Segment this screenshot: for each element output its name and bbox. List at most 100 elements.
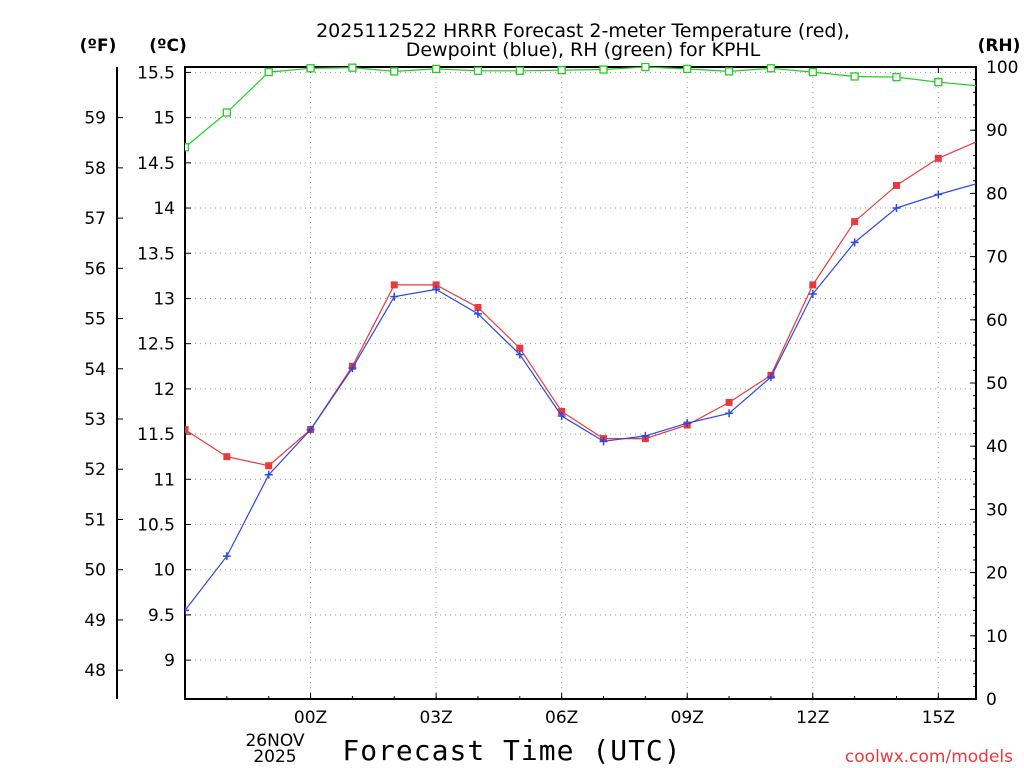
credit-label: coolwx.com/models [845,747,1013,767]
rh-point [724,67,734,76]
fahrenheit-tick-label: 53 [84,410,106,430]
dewpoint-point [976,179,984,187]
dewpoint-point [766,373,775,382]
rh-point [808,67,817,77]
dewpoint-point [725,409,734,418]
temperature-point [892,181,900,189]
dewpoint-line [185,183,976,611]
chart-title-line1: 2025112522 HRRR Forecast 2-meter Tempera… [316,20,850,42]
rh-point [850,72,859,81]
fahrenheit-tick-label: 56 [84,259,106,279]
dewpoint-point [641,431,650,440]
dewpoint-point [808,289,817,298]
rh-tick-label: 90 [986,121,1008,141]
plot-frame [184,66,977,700]
fahrenheit-tick-label: 48 [84,661,106,681]
dewpoint-point [599,437,608,446]
temperature-point [809,281,817,289]
rh-point [766,64,776,73]
temperature-point [265,462,273,470]
celsius-tick-label: 10 [153,561,175,581]
rh-point [431,64,441,74]
celsius-tick-label: 15 [153,109,175,129]
dewpoint-point [683,419,692,428]
dewpoint-point [892,204,901,213]
temperature-point [558,407,566,415]
dewpoint-point [390,292,399,301]
fahrenheit-tick-label: 55 [84,310,106,330]
rh-point [683,64,692,74]
rh-point [641,63,650,72]
rh-tick-label: 50 [986,374,1008,394]
temperature-point [432,281,440,289]
dewpoint-point [850,238,859,247]
temperature-point [934,154,942,162]
temperature-point [851,218,859,226]
rh-tick-label: 10 [986,627,1008,647]
rh-tick-label: 60 [986,311,1008,331]
dewpoint-point [557,412,566,421]
celsius-unit-label: (ºC) [149,36,187,56]
x-tick-label: 00Z [294,708,327,728]
dewpoint-point [432,285,441,294]
celsius-tick-label: 11 [153,470,175,490]
temperature-point [390,281,398,289]
dewpoint-point [515,350,524,359]
temperature-line [185,141,976,467]
series-clip-group [185,63,984,615]
rh-tick-label: 40 [986,437,1008,457]
rh-tick-label: 70 [986,248,1008,268]
rh-tick-label: 100 [986,58,1018,78]
rh-unit-label: (RH) [978,36,1021,56]
x-tick-label: 03Z [419,708,452,728]
temperature-point [185,426,189,434]
celsius-tick-label: 13.5 [137,244,175,264]
fahrenheit-tick-label: 51 [84,510,106,530]
dewpoint-point [348,364,357,373]
fahrenheit-tick-label: 49 [84,611,106,631]
axis-ticks: 00Z 03Z 06Z 09Z 12Z 15Z 9 9.5 10 10.5 11 11.5 12 12.5… [84,58,1018,728]
celsius-tick-label: 15.5 [137,63,175,83]
x-axis-title: Forecast Time (UTC) [342,734,681,767]
x-tick-label: 12Z [796,708,829,728]
rh-point [515,66,524,75]
temperature-point [223,453,231,461]
rh-point [557,66,566,75]
celsius-tick-label: 12.5 [137,335,175,355]
rh-tick-label: 80 [986,184,1008,204]
temperature-point [516,344,524,352]
rh-tick-label: 30 [986,500,1008,520]
rh-point [473,66,483,75]
fahrenheit-tick-label: 58 [84,159,106,179]
date-label-year: 2025 [253,747,296,767]
grid-lines [185,67,976,699]
dewpoint-point [306,425,315,434]
temperature-point [474,304,482,312]
rh-point [977,82,984,89]
celsius-tick-label: 14.5 [137,154,175,174]
rh-point [306,64,315,73]
rh-point [892,72,901,82]
fahrenheit-tick-label: 57 [84,209,106,229]
fahrenheit-tick-label: 52 [84,460,106,480]
dewpoint-point [222,552,231,561]
rh-line [185,66,976,148]
dewpoint-point [934,190,943,199]
date-label-day: 26NOV [245,731,304,751]
celsius-tick-label: 10.5 [137,515,175,535]
x-tick-label: 06Z [545,708,578,728]
x-tick-label: 09Z [671,708,704,728]
celsius-tick-label: 11.5 [137,425,175,445]
celsius-tick-label: 14 [153,199,175,219]
temperature-point [725,398,733,406]
rh-point [390,67,399,76]
series-group [185,63,984,615]
rh-tick-label: 20 [986,564,1008,584]
celsius-tick-label: 13 [153,289,175,309]
rh-point [934,78,943,87]
fahrenheit-tick-label: 59 [84,109,106,129]
rh-point [264,67,273,77]
dewpoint-point [185,606,189,615]
rh-point [185,143,190,152]
